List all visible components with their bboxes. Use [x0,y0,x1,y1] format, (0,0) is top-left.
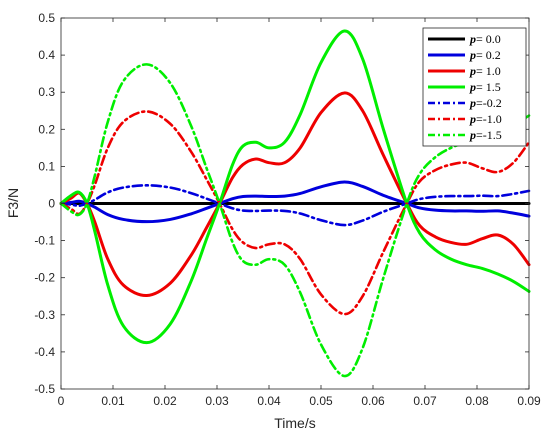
y-tick-label: -0.1 [34,234,55,248]
y-tick-label: 0.3 [38,85,55,99]
series-layer [59,29,531,378]
legend: p= 0.0 p= 0.2 p= 1.0 p= 1.5 p=-0.2 p=-1.0 p=-1… [422,27,527,147]
legend-label: p= 0.0 [469,32,501,46]
y-tick-label: 0.2 [38,122,55,136]
legend-label: p= 1.5 [469,80,501,94]
x-tick-label: 0 [58,394,65,408]
x-tick-label: 0.04 [257,394,281,408]
x-axis-label: Time/s [274,415,315,431]
series-line-6 [59,110,531,316]
x-tick-label: 0.02 [153,394,177,408]
x-tick-label: 0.07 [413,394,437,408]
x-tick-label: 0.08 [465,394,489,408]
series-line-4 [59,29,531,345]
y-tick-label: 0.4 [38,48,55,62]
y-tick-label: 0 [48,197,55,211]
legend-label: p=-1.0 [469,112,502,126]
legend-label: p= 1.0 [469,64,501,78]
ticks-layer: 0 0.01 0.02 0.03 0.04 0.05 0.06 0.07 0.08 0.09 -0.… [34,11,541,408]
series-line-3 [59,91,531,298]
x-tick-label: 0.03 [205,394,229,408]
y-tick-label: 0.5 [38,11,55,25]
y-tick-label: -0.2 [34,271,55,285]
x-tick-label: 0.01 [101,394,125,408]
series-line-7 [59,63,531,378]
x-tick-label: 0.06 [361,394,385,408]
y-tick-label: 0.1 [38,159,55,173]
y-tick-label: -0.4 [34,345,55,359]
y-tick-label: -0.5 [34,382,55,396]
y-axis-label: F3/N [5,188,21,218]
legend-label: p= 0.2 [469,48,501,62]
x-tick-label: 0.09 [517,394,541,408]
x-tick-label: 0.05 [309,394,333,408]
y-tick-label: -0.3 [34,308,55,322]
series-line-5 [59,184,531,227]
legend-label: p=-0.2 [469,96,502,110]
legend-label: p=-1.5 [469,128,502,142]
series-line-2 [59,180,531,224]
